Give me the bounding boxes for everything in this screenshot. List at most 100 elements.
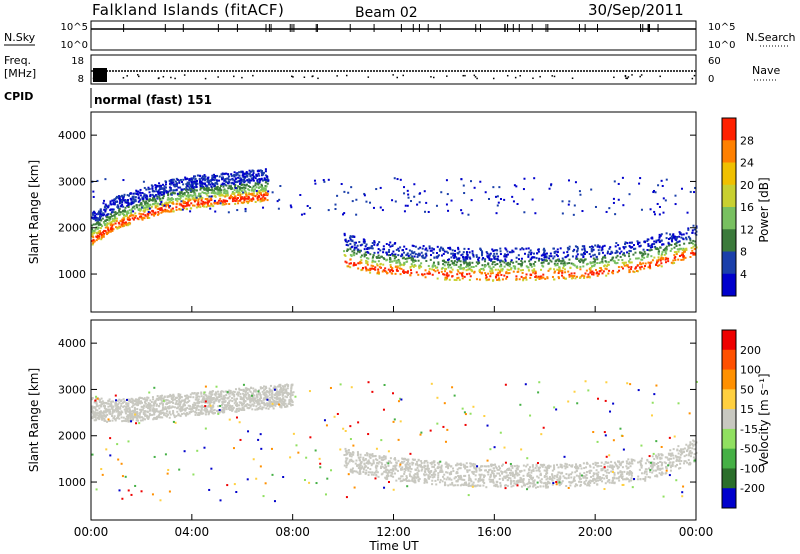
velocity-pixel: [272, 407, 275, 410]
power-pixel: [183, 193, 186, 196]
power-pixel: [421, 273, 424, 276]
velocity-pixel: [155, 408, 158, 411]
velocity-pixel: [263, 392, 266, 395]
power-pixel: [208, 199, 211, 202]
power-pixel: [199, 206, 202, 209]
power-pixel: [469, 275, 472, 278]
power-pixel: [436, 269, 439, 272]
power-pixel: [656, 264, 659, 267]
power-pixel: [589, 255, 592, 258]
velocity-pixel: [166, 410, 169, 413]
power-pixel: [443, 264, 446, 267]
power-pixel: [154, 186, 157, 189]
power-pixel: [256, 193, 259, 196]
velocity-pixel: [576, 484, 579, 487]
power-pixel: [564, 256, 567, 259]
velocity-pixel: [178, 408, 181, 411]
power-pixel: [396, 261, 399, 264]
power-pixel: [395, 248, 398, 251]
power-pixel: [442, 263, 445, 266]
power-pixel: [579, 265, 582, 268]
power-pixel: [512, 270, 515, 273]
velocity-pixel: [249, 397, 252, 400]
power-pixel: [601, 245, 604, 248]
nave-point: [204, 77, 207, 80]
power-pixel: [187, 191, 190, 194]
power-pixel: [601, 248, 604, 251]
power-pixel: [352, 253, 355, 256]
velocity-pixel: [100, 397, 103, 400]
power-pixel: [252, 197, 255, 200]
power-pixel: [159, 186, 162, 189]
power-pixel: [512, 250, 515, 253]
power-pixel: [223, 182, 226, 185]
velocity-pixel: [159, 409, 162, 412]
power-pixel: [486, 252, 489, 255]
velocity-pixel: [435, 483, 438, 486]
power-pixel: [616, 254, 619, 257]
power-pixel: [351, 250, 354, 253]
power-pixel: [348, 236, 351, 239]
power-pixel: [436, 245, 439, 248]
power-pixel: [687, 227, 690, 230]
power-pixel: [381, 270, 384, 273]
power-pixel: [264, 170, 267, 173]
velocity-pixel: [500, 470, 503, 473]
velocity-pixel: [246, 403, 249, 406]
power-pixel: [675, 238, 678, 241]
power-pixel: [194, 192, 197, 195]
power-pixel: [659, 234, 662, 237]
velocity-pixel: [212, 405, 215, 408]
power-pixel: [98, 235, 101, 238]
power-pixel: [172, 178, 175, 181]
power-pixel: [108, 217, 111, 220]
velocity-pixel: [128, 407, 131, 410]
velocity-pixel: [224, 396, 227, 399]
power-pixel: [201, 177, 204, 180]
velocity-pixel: [174, 396, 177, 399]
velocity-pixel: [274, 404, 277, 407]
power-pixel: [691, 229, 694, 232]
power-pixel: [153, 212, 156, 215]
velocity-pixel: [602, 467, 605, 470]
power-pixel: [403, 186, 406, 189]
power-pixel: [249, 174, 252, 177]
power-pixel: [116, 227, 119, 230]
power-pixel: [647, 244, 650, 247]
nave-point: [396, 76, 398, 79]
velocity-pixel: [273, 399, 276, 402]
power-pixel: [199, 188, 202, 191]
power-pixel: [466, 254, 469, 257]
nave-point: [640, 74, 643, 76]
power-pixel: [137, 208, 140, 211]
power-pixel: [191, 187, 194, 190]
power-pixel: [119, 199, 122, 202]
power-pixel: [568, 275, 571, 278]
power-pixel: [91, 228, 94, 231]
velocity-pixel: [157, 398, 160, 401]
power-pixel: [216, 174, 219, 177]
power-pixel: [397, 258, 400, 261]
power-pixel: [467, 247, 470, 250]
power-pixel: [104, 203, 107, 206]
power-pixel: [683, 250, 686, 253]
velocity-pixel: [197, 408, 200, 411]
power-pixel: [487, 255, 490, 258]
power-pixel: [572, 250, 575, 253]
velocity-pixel: [103, 401, 106, 404]
power-pixel: [213, 179, 216, 182]
power-pixel: [533, 268, 536, 271]
power-pixel: [227, 173, 230, 176]
power-pixel: [176, 178, 179, 181]
power-pixel: [403, 261, 406, 264]
power-pixel: [654, 247, 657, 250]
power-pixel: [481, 254, 484, 257]
power-pixel: [572, 213, 575, 216]
velocity-pixel: [149, 399, 152, 402]
power-pixel: [145, 204, 148, 207]
power-pixel: [681, 249, 684, 252]
power-pixel: [489, 252, 492, 255]
power-pixel: [214, 182, 217, 185]
power-pixel: [91, 233, 94, 236]
power-pixel: [124, 215, 127, 218]
